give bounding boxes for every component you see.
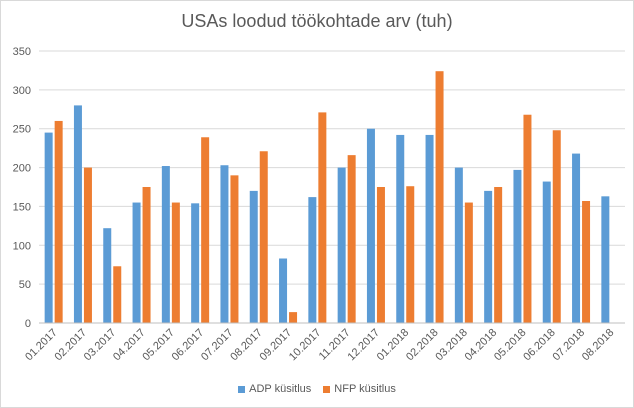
- legend-item: NFP küsitlus: [323, 383, 396, 395]
- bar: [582, 200, 591, 323]
- bar: [171, 202, 180, 323]
- bar: [249, 190, 258, 323]
- bar: [259, 151, 268, 323]
- bar: [396, 134, 405, 323]
- bar: [484, 190, 493, 323]
- bar: [464, 202, 473, 323]
- bar: [161, 166, 170, 323]
- y-tick-label: 0: [25, 318, 31, 330]
- bar: [494, 187, 503, 323]
- y-tick-label: 350: [13, 46, 31, 58]
- bar: [83, 167, 92, 323]
- bar: [572, 153, 581, 323]
- bar: [44, 132, 53, 323]
- legend: ADP küsitlus NFP küsitlus: [1, 383, 633, 396]
- legend-swatch: [238, 385, 246, 393]
- bar: [103, 228, 112, 323]
- y-tick-label: 250: [13, 124, 31, 136]
- legend-swatch: [323, 385, 331, 393]
- y-tick-label: 100: [13, 240, 31, 252]
- bar: [230, 175, 239, 323]
- bar: [113, 266, 122, 323]
- bar: [132, 202, 141, 323]
- legend-item: ADP küsitlus: [238, 383, 311, 395]
- y-tick-label: 200: [13, 163, 31, 175]
- bar: [523, 114, 532, 324]
- bar: [601, 196, 610, 323]
- y-tick-label: 150: [13, 201, 31, 213]
- bar: [318, 112, 327, 323]
- bar: [552, 130, 561, 323]
- bar: [513, 169, 522, 323]
- bars: [44, 71, 610, 324]
- legend-label: ADP küsitlus: [249, 383, 312, 395]
- bar: [54, 120, 63, 323]
- bar: [73, 105, 82, 324]
- bar: [454, 167, 463, 323]
- bar: [142, 187, 151, 323]
- bar: [191, 203, 200, 323]
- bar: [542, 181, 551, 323]
- bar: [366, 128, 375, 323]
- bar: [337, 167, 346, 323]
- bar: [425, 134, 434, 323]
- legend-label: NFP küsitlus: [334, 383, 396, 395]
- y-tick-label: 300: [13, 85, 31, 97]
- x-tick-label: 10.2017: [287, 327, 324, 364]
- bar: [289, 312, 298, 323]
- chart-title: USAs loodud töökohtade arv (tuh): [181, 11, 453, 31]
- bar: [201, 137, 210, 323]
- bar: [376, 187, 385, 323]
- bar: [308, 197, 317, 323]
- gridlines: [39, 50, 625, 285]
- bar: [406, 186, 415, 323]
- bar: [347, 155, 356, 323]
- x-tick-label: 08.2018: [580, 327, 617, 364]
- bar: [435, 71, 444, 323]
- bar: [279, 258, 288, 323]
- y-tick-label: 50: [19, 279, 31, 291]
- bar: [220, 165, 229, 323]
